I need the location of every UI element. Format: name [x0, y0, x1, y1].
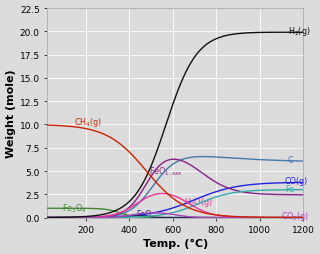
X-axis label: Temp. (°C): Temp. (°C)	[143, 239, 208, 248]
Y-axis label: Weight (mole): Weight (mole)	[5, 69, 16, 157]
Text: CO(g): CO(g)	[284, 176, 308, 185]
Text: C: C	[288, 156, 293, 165]
Text: H$_2$O(g): H$_2$O(g)	[185, 196, 213, 209]
Text: Fe: Fe	[286, 184, 295, 194]
Text: CO$_2$(g): CO$_2$(g)	[281, 209, 310, 222]
Text: H$_2$(g): H$_2$(g)	[288, 25, 310, 38]
Text: FeO: FeO	[137, 209, 152, 218]
Text: CH$_4$(g): CH$_4$(g)	[74, 115, 102, 128]
Text: Fe$_3$O$_4$: Fe$_3$O$_4$	[62, 201, 87, 214]
Text: FeO$_{1.xxx}$: FeO$_{1.xxx}$	[148, 165, 183, 178]
